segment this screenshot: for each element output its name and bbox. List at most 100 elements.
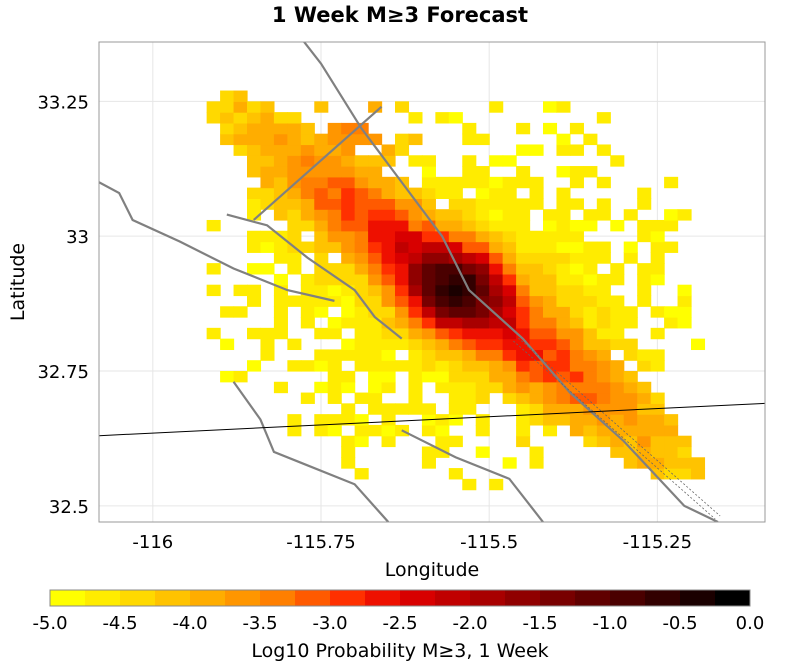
probability-cell (489, 317, 504, 329)
probability-cell (395, 241, 410, 253)
probability-cell (583, 133, 598, 146)
colorbar-tick-label: -3.5 (242, 613, 277, 634)
probability-cell (220, 133, 235, 146)
probability-cell (421, 295, 436, 307)
probability-cell (327, 273, 342, 286)
probability-cell (569, 198, 584, 210)
probability-cell (529, 317, 544, 329)
probability-cell (381, 295, 396, 307)
probability-cell (529, 295, 544, 307)
probability-cell (543, 219, 558, 232)
colorbar-tick-label: -3.0 (312, 613, 347, 634)
probability-cell (314, 219, 329, 232)
colorbar-segment (505, 590, 541, 606)
probability-cell (314, 241, 329, 253)
probability-cell (516, 306, 531, 318)
probability-cell (273, 295, 288, 307)
probability-cell (569, 306, 584, 318)
probability-cell (341, 230, 356, 243)
probability-cell (610, 435, 625, 448)
probability-cell (341, 457, 356, 469)
probability-cell (421, 338, 436, 351)
probability-cell (381, 155, 396, 167)
probability-cell (435, 112, 450, 124)
probability-cell (516, 122, 531, 135)
probability-cell (610, 327, 625, 340)
probability-cell (502, 198, 517, 210)
probability-cell (475, 219, 490, 232)
probability-cell (327, 144, 342, 156)
probability-cell (314, 144, 329, 156)
probability-cell (300, 122, 315, 135)
probability-cell (300, 284, 315, 297)
probability-cell (462, 166, 477, 178)
probability-cell (327, 198, 342, 210)
probability-cell (596, 414, 611, 426)
probability-cell (569, 252, 584, 264)
probability-cell (300, 187, 315, 200)
probability-cell (287, 209, 302, 221)
probability-cell (247, 133, 262, 146)
probability-cell (287, 263, 302, 275)
probability-cell (421, 252, 436, 264)
probability-cell (233, 122, 248, 135)
probability-cell (435, 338, 450, 351)
probability-cell (395, 209, 410, 221)
probability-cell (475, 306, 490, 318)
probability-cell (529, 144, 544, 156)
probability-cell (327, 122, 342, 135)
probability-cell (287, 144, 302, 156)
probability-cell (529, 414, 544, 426)
probability-cell (408, 187, 423, 200)
probability-cell (395, 230, 410, 243)
probability-cell (543, 263, 558, 275)
probability-cell (368, 381, 383, 394)
colorbar-segment (575, 590, 611, 606)
probability-cell (341, 338, 356, 351)
probability-cell (435, 263, 450, 275)
colorbar-segment (435, 590, 471, 606)
probability-cell (287, 112, 302, 124)
probability-cell (381, 144, 396, 156)
probability-cell (502, 209, 517, 221)
probability-cell (650, 446, 665, 458)
probability-cell (354, 327, 369, 340)
probability-cell (489, 478, 504, 491)
probability-cell (502, 317, 517, 329)
probability-cell (489, 295, 504, 307)
probability-cell (273, 252, 288, 264)
probability-cell (421, 457, 436, 469)
probability-cell (354, 468, 369, 480)
probability-cell (368, 166, 383, 178)
probability-cell (273, 176, 288, 189)
probability-cell (489, 219, 504, 232)
probability-cell (502, 273, 517, 286)
probability-cell (421, 446, 436, 458)
probability-cell (448, 435, 463, 448)
probability-cell (354, 209, 369, 221)
probability-cell (421, 198, 436, 210)
probability-cell (395, 198, 410, 210)
probability-cell (220, 101, 235, 113)
probability-cell (247, 122, 262, 135)
probability-cell (516, 414, 531, 426)
probability-cell (314, 176, 329, 189)
probability-cell (314, 284, 329, 297)
probability-cell (637, 414, 652, 426)
probability-cell (314, 295, 329, 307)
probability-cell (395, 252, 410, 264)
probability-cell (233, 306, 248, 318)
colorbar-ticks: -5.0 -4.5 -4.0 -3.5 -3.0 -2.5 -2.0 -1.5 -1.0 -0.5… (32, 613, 764, 634)
probability-cell (314, 133, 329, 146)
probability-cell (610, 381, 625, 394)
colorbar-tick-label: -2.5 (382, 613, 417, 634)
probability-cell (368, 219, 383, 232)
probability-cell (408, 338, 423, 351)
probability-cell (556, 101, 571, 113)
probability-cell (381, 435, 396, 448)
probability-cell (421, 273, 436, 286)
probability-cell (260, 155, 275, 167)
probability-cell (556, 198, 571, 210)
probability-cell (556, 295, 571, 307)
probability-cell (408, 133, 423, 146)
